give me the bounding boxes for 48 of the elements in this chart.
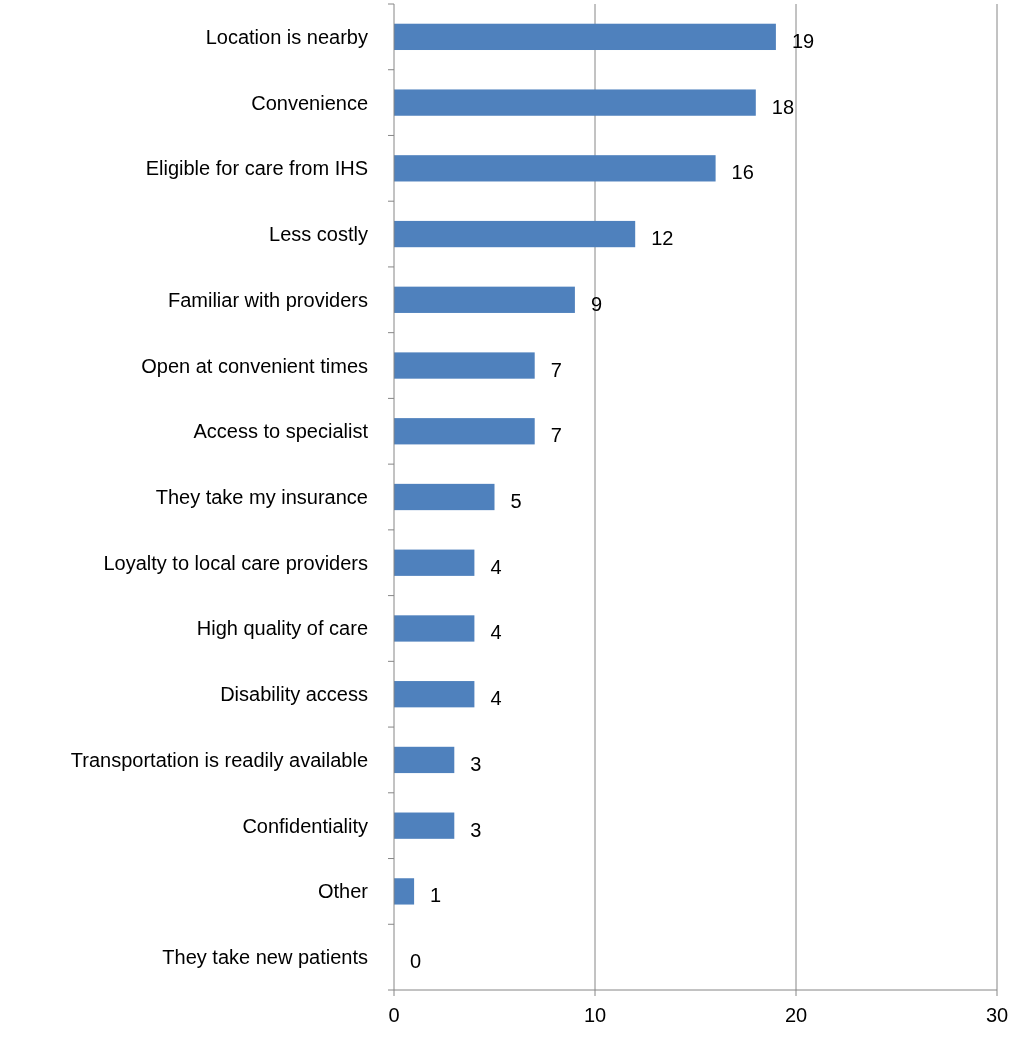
y-tick-label: Convenience — [251, 91, 368, 114]
data-label: 4 — [490, 687, 502, 710]
y-tick-label: Other — [317, 880, 369, 903]
data-label: 7 — [550, 358, 562, 381]
bar — [394, 746, 455, 774]
bar — [394, 812, 455, 839]
x-tick-label: 30 — [985, 1004, 1009, 1026]
bar — [394, 483, 495, 511]
data-label: 16 — [731, 161, 754, 184]
bar — [394, 23, 776, 51]
bar — [394, 155, 716, 182]
x-tick-label: 0 — [388, 1004, 400, 1026]
y-tick-label: Access to specialist — [193, 420, 369, 443]
y-tick-label: Eligible for care from IHS — [145, 157, 368, 180]
data-label: 5 — [510, 490, 522, 512]
data-label: 4 — [490, 621, 502, 644]
bar — [394, 89, 756, 116]
x-tick-label: 10 — [583, 1004, 607, 1026]
y-tick-label: They take new patients — [162, 946, 368, 969]
data-label: 4 — [490, 555, 502, 578]
bar — [394, 549, 475, 576]
bar — [394, 286, 575, 313]
y-tick-label: Location is nearby — [205, 25, 368, 48]
y-tick-label: Familiar with providers — [167, 288, 368, 311]
bar — [394, 878, 415, 905]
data-label: 1 — [430, 884, 442, 907]
bar — [394, 615, 475, 642]
bar — [394, 220, 636, 248]
y-tick-label: Confidentiality — [242, 814, 368, 837]
data-label: 12 — [651, 227, 674, 250]
y-tick-label: Disability access — [220, 683, 368, 706]
data-label: 19 — [791, 29, 815, 52]
bar — [394, 418, 535, 445]
data-label: 7 — [550, 424, 562, 447]
y-tick-label: Open at convenient times — [141, 354, 368, 377]
y-tick-label: Transportation is readily available — [70, 748, 368, 771]
x-tick-label: 20 — [784, 1004, 808, 1026]
bar — [394, 352, 535, 379]
data-label: 9 — [590, 292, 603, 315]
y-tick-label: Less costly — [269, 223, 368, 246]
data-label: 3 — [470, 752, 482, 775]
y-tick-label: High quality of care — [196, 617, 368, 640]
data-label: 18 — [771, 95, 795, 118]
y-tick-label: They take my insurance — [155, 486, 368, 508]
y-tick-label: Loyalty to local care providers — [103, 551, 368, 574]
data-label: 0 — [410, 950, 422, 973]
data-label: 3 — [470, 818, 482, 841]
bar — [394, 681, 475, 708]
